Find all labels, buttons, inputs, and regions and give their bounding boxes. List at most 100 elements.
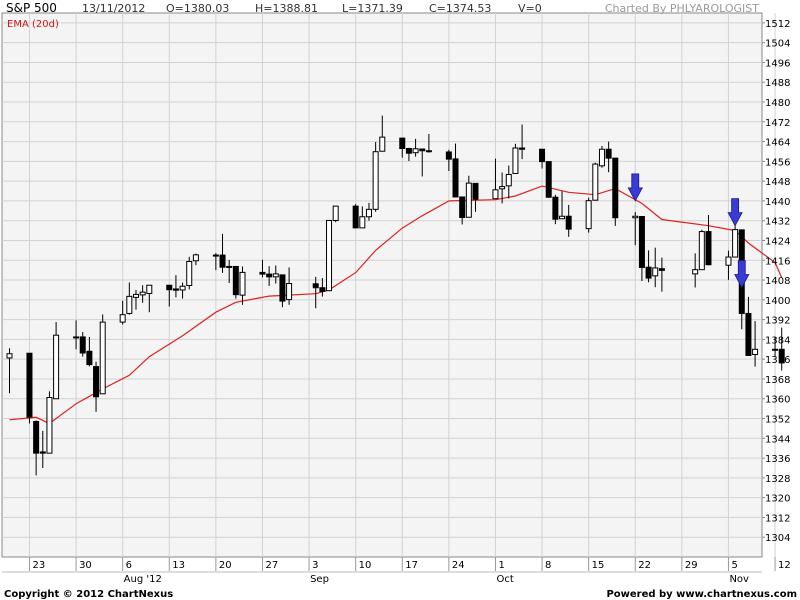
candle bbox=[598, 146, 605, 168]
x-tick-label: 13 bbox=[172, 560, 185, 571]
candle-body-up bbox=[652, 267, 659, 277]
candle-body-up bbox=[598, 148, 605, 167]
candle-body-down bbox=[166, 284, 173, 291]
candle-body-down bbox=[319, 287, 326, 292]
volume-readout: V=0 bbox=[518, 2, 542, 15]
candle bbox=[512, 143, 519, 174]
candle bbox=[312, 276, 319, 309]
candle bbox=[379, 115, 386, 152]
candle bbox=[638, 216, 645, 282]
down-arrow-icon bbox=[734, 260, 750, 289]
y-tick-label: 1352 bbox=[765, 415, 790, 426]
date-readout: 13/11/2012 bbox=[82, 2, 145, 15]
candle-body-down bbox=[452, 158, 459, 198]
candle-body-down bbox=[445, 151, 452, 160]
candle-body-down bbox=[565, 215, 572, 230]
candle-body-down bbox=[459, 196, 466, 218]
candle-body-up bbox=[559, 215, 566, 220]
y-axis: 1304 1312 1320 1328 1336 1344 1352 1360 1368 1376… bbox=[762, 19, 790, 544]
candle bbox=[592, 162, 599, 201]
y-tick-label: 1384 bbox=[765, 335, 790, 346]
candle-body-up bbox=[692, 269, 699, 275]
candle bbox=[539, 148, 546, 169]
candle-body-down bbox=[519, 147, 526, 150]
candle bbox=[472, 182, 479, 212]
ema-layer bbox=[9, 185, 783, 425]
y-tick-label: 1376 bbox=[765, 355, 790, 366]
x-tick-label: 6 bbox=[126, 560, 132, 571]
candle-body-down bbox=[39, 451, 46, 454]
y-tick-label: 1504 bbox=[765, 39, 790, 50]
candle bbox=[459, 196, 466, 225]
x-tick-label: 8 bbox=[545, 560, 551, 571]
candle-body-up bbox=[272, 273, 279, 278]
candle-body-down bbox=[425, 150, 432, 153]
candle-body-up bbox=[46, 397, 53, 454]
x-tick-label: 24 bbox=[452, 560, 465, 571]
y-tick-label: 1512 bbox=[765, 19, 790, 30]
y-tick-label: 1424 bbox=[765, 236, 790, 247]
candle bbox=[565, 204, 572, 237]
candle-body-up bbox=[752, 348, 759, 355]
candle bbox=[632, 212, 639, 246]
x-tick-label: 10 bbox=[359, 560, 372, 571]
candle-body-up bbox=[146, 284, 153, 294]
candle-body-up bbox=[379, 136, 386, 152]
candle-body-up bbox=[359, 216, 366, 229]
candle bbox=[46, 391, 53, 454]
candle-body-up bbox=[698, 231, 705, 271]
candle-body-down bbox=[93, 366, 100, 398]
x-month-label: Oct bbox=[496, 574, 513, 585]
candle bbox=[552, 194, 559, 225]
y-tick-label: 1416 bbox=[765, 256, 790, 267]
candle bbox=[73, 320, 80, 350]
x-tick-label: 30 bbox=[79, 560, 92, 571]
candle bbox=[399, 137, 406, 158]
candle-body-up bbox=[286, 283, 293, 301]
y-tick-label: 1368 bbox=[765, 375, 790, 386]
open-readout: O=1380.03 bbox=[166, 2, 229, 15]
candle bbox=[166, 284, 173, 307]
candle-body-up bbox=[186, 261, 193, 286]
x-tick-label: 27 bbox=[265, 560, 278, 571]
candle-body-down bbox=[352, 205, 359, 229]
candle bbox=[99, 314, 106, 395]
candle bbox=[126, 282, 133, 315]
candle bbox=[192, 253, 199, 266]
down-arrow-icon bbox=[627, 173, 643, 202]
candle bbox=[226, 260, 233, 284]
x-tick-label: 15 bbox=[592, 560, 605, 571]
candle-body-up bbox=[139, 291, 146, 296]
symbol-title: S&P 500 bbox=[6, 1, 57, 15]
candle-body-up bbox=[119, 314, 126, 323]
candle bbox=[119, 300, 126, 325]
candle-body-down bbox=[33, 420, 40, 454]
candle-body-down bbox=[399, 137, 406, 150]
candle bbox=[612, 157, 619, 226]
candle-body-down bbox=[638, 216, 645, 268]
y-tick-label: 1328 bbox=[765, 474, 790, 485]
candle bbox=[372, 142, 379, 212]
x-tick-label: 20 bbox=[219, 560, 232, 571]
candle-body-up bbox=[499, 186, 506, 190]
candle-body-up bbox=[772, 348, 779, 351]
candle-body-down bbox=[259, 271, 266, 275]
candle bbox=[492, 158, 499, 200]
plot-area bbox=[1, 12, 763, 558]
candle-body-up bbox=[632, 215, 639, 219]
candle-body-up bbox=[6, 353, 13, 359]
candle bbox=[405, 147, 412, 162]
y-tick-label: 1312 bbox=[765, 513, 790, 524]
candle bbox=[412, 138, 419, 157]
candle-body-up bbox=[585, 200, 592, 230]
candle bbox=[658, 257, 665, 292]
candle-body-down bbox=[26, 352, 33, 418]
candle bbox=[652, 247, 659, 288]
candle-body-up bbox=[179, 285, 186, 291]
candle-body-down bbox=[705, 231, 712, 266]
candle bbox=[365, 202, 372, 221]
candle-body-up bbox=[332, 205, 339, 221]
candle-body-down bbox=[778, 348, 785, 364]
candle bbox=[445, 149, 452, 172]
